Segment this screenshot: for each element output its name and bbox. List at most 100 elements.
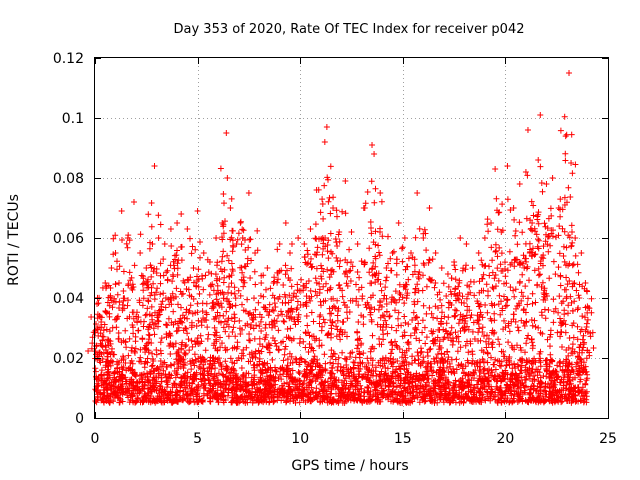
x-axis-title: GPS time / hours xyxy=(291,458,408,474)
data-point xyxy=(451,259,458,265)
plot-frame xyxy=(94,57,609,419)
data-point xyxy=(566,70,573,76)
data-point xyxy=(118,208,125,214)
data-point xyxy=(98,319,105,325)
data-point xyxy=(360,205,367,211)
data-point xyxy=(348,229,355,235)
y-tick-label: 0.06 xyxy=(53,231,84,247)
data-point xyxy=(432,250,439,256)
data-point xyxy=(369,142,376,148)
data-point xyxy=(252,250,259,256)
data-point xyxy=(572,235,579,241)
data-point xyxy=(321,139,328,145)
data-point xyxy=(307,226,314,232)
data-point xyxy=(108,265,115,271)
data-point xyxy=(258,280,265,286)
data-points xyxy=(94,70,589,325)
data-point xyxy=(161,241,168,247)
data-point xyxy=(342,178,349,184)
y-tick-label: 0 xyxy=(75,411,84,427)
data-point xyxy=(94,301,101,307)
data-point xyxy=(313,187,320,193)
data-point xyxy=(371,151,378,157)
data-point xyxy=(414,190,421,196)
x-tick-label: 15 xyxy=(394,431,412,447)
data-point xyxy=(323,124,330,130)
data-point xyxy=(510,205,517,211)
data-point xyxy=(488,220,495,226)
data-point xyxy=(151,163,158,169)
data-point xyxy=(149,241,156,247)
data-point xyxy=(457,235,464,241)
data-point xyxy=(561,202,568,208)
data-point xyxy=(543,181,550,187)
data-point xyxy=(469,265,476,271)
data-point xyxy=(408,250,415,256)
data-point xyxy=(219,220,226,226)
data-point xyxy=(167,226,174,232)
axis-ticks xyxy=(95,58,609,419)
data-point xyxy=(245,190,252,196)
data-point xyxy=(213,235,220,241)
data-point xyxy=(130,199,137,205)
y-tick-label: 0.1 xyxy=(62,111,84,127)
y-tick-label: 0.08 xyxy=(53,171,84,187)
x-tick-labels: 0 5 10 15 20 25 xyxy=(91,431,617,447)
data-point xyxy=(174,220,181,226)
data-point xyxy=(444,271,451,277)
data-point xyxy=(239,235,246,241)
data-point xyxy=(319,235,326,241)
y-tick-label: 0.02 xyxy=(53,351,84,367)
data-point xyxy=(438,265,445,271)
data-point xyxy=(401,235,408,241)
data-point xyxy=(227,205,234,211)
data-point xyxy=(481,235,488,241)
data-point xyxy=(516,181,523,187)
data-point xyxy=(578,250,585,256)
data-point xyxy=(354,241,361,247)
data-point xyxy=(389,250,396,256)
data-point xyxy=(276,241,283,247)
data-point xyxy=(420,235,427,241)
data-point xyxy=(537,112,544,118)
data-point xyxy=(498,229,505,235)
data-point xyxy=(124,235,131,241)
data-point xyxy=(178,211,185,217)
data-point xyxy=(155,235,162,241)
data-point xyxy=(568,160,575,166)
data-point xyxy=(270,280,277,286)
y-axis-title: ROTI / TECUs xyxy=(6,194,22,286)
data-point xyxy=(224,175,231,181)
data-point xyxy=(330,205,337,211)
data-point xyxy=(395,220,402,226)
data-point xyxy=(194,208,201,214)
data-point xyxy=(143,265,150,271)
data-point xyxy=(582,280,589,286)
x-tick-label: 5 xyxy=(193,431,202,447)
data-point xyxy=(426,205,433,211)
data-point xyxy=(463,241,470,247)
data-point xyxy=(288,241,295,247)
x-tick-label: 25 xyxy=(599,431,617,447)
noise-floor-points xyxy=(85,113,597,406)
data-point xyxy=(206,259,213,265)
data-point xyxy=(102,280,109,286)
data-point xyxy=(475,250,482,256)
y-tick-label: 0.04 xyxy=(53,291,84,307)
data-point xyxy=(529,220,536,226)
x-tick-label: 0 xyxy=(91,431,100,447)
x-tick-label: 20 xyxy=(496,431,514,447)
chart-title: Day 353 of 2020, Rate Of TEC Index for r… xyxy=(174,22,525,37)
data-point xyxy=(535,157,542,163)
data-point xyxy=(223,130,230,136)
data-point xyxy=(295,235,302,241)
data-point xyxy=(137,250,144,256)
data-point xyxy=(112,250,119,256)
data-point xyxy=(549,175,556,181)
data-point xyxy=(555,205,562,211)
data-point xyxy=(504,163,511,169)
data-point xyxy=(233,241,240,247)
data-point xyxy=(524,127,531,133)
noise-floor-markers xyxy=(85,113,597,406)
